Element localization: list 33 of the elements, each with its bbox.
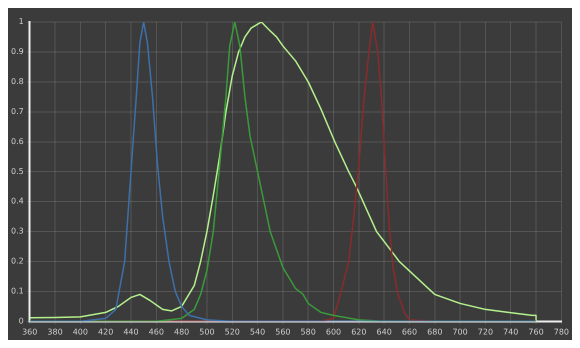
x-tick-label: 440 (123, 327, 139, 336)
x-tick-label: 640 (376, 327, 392, 336)
x-tick-label: 780 (554, 327, 570, 336)
x-tick-label: 520 (224, 327, 240, 336)
x-tick-label: 400 (72, 327, 88, 336)
y-tick-label: 0.9 (10, 47, 24, 56)
y-tick-label: 1 (18, 17, 24, 26)
y-tick-label: 0.5 (10, 166, 24, 176)
x-tick-label: 580 (300, 327, 316, 336)
y-tick-label: 0.7 (10, 106, 24, 116)
x-tick-label: 760 (528, 327, 544, 336)
x-tick-label: 680 (427, 327, 442, 336)
y-tick-label: 0.8 (10, 76, 24, 86)
y-tick-label: 0.4 (10, 196, 24, 206)
x-tick-label: 500 (199, 327, 215, 336)
x-tick-label: 700 (452, 327, 468, 336)
x-tick-label: 660 (402, 327, 418, 336)
x-tick-label: 540 (250, 327, 266, 336)
y-tick-label: 0.3 (10, 226, 24, 236)
x-tick-label: 560 (275, 327, 291, 336)
x-tick-label: 620 (351, 327, 366, 336)
x-tick-label: 720 (478, 327, 494, 336)
x-tick-label: 380 (47, 327, 63, 336)
y-tick-label: 0.6 (10, 136, 24, 146)
x-tick-label: 420 (98, 327, 114, 336)
y-tick-label: 0.2 (10, 256, 24, 266)
x-tick-label: 460 (148, 327, 164, 336)
x-tick-label: 600 (326, 327, 342, 336)
x-tick-label: 480 (174, 327, 190, 336)
x-tick-label: 740 (503, 327, 518, 336)
x-tick-label: 360 (22, 327, 38, 336)
y-tick-label: 0.1 (10, 286, 24, 296)
y-tick-label: 0 (18, 316, 24, 326)
